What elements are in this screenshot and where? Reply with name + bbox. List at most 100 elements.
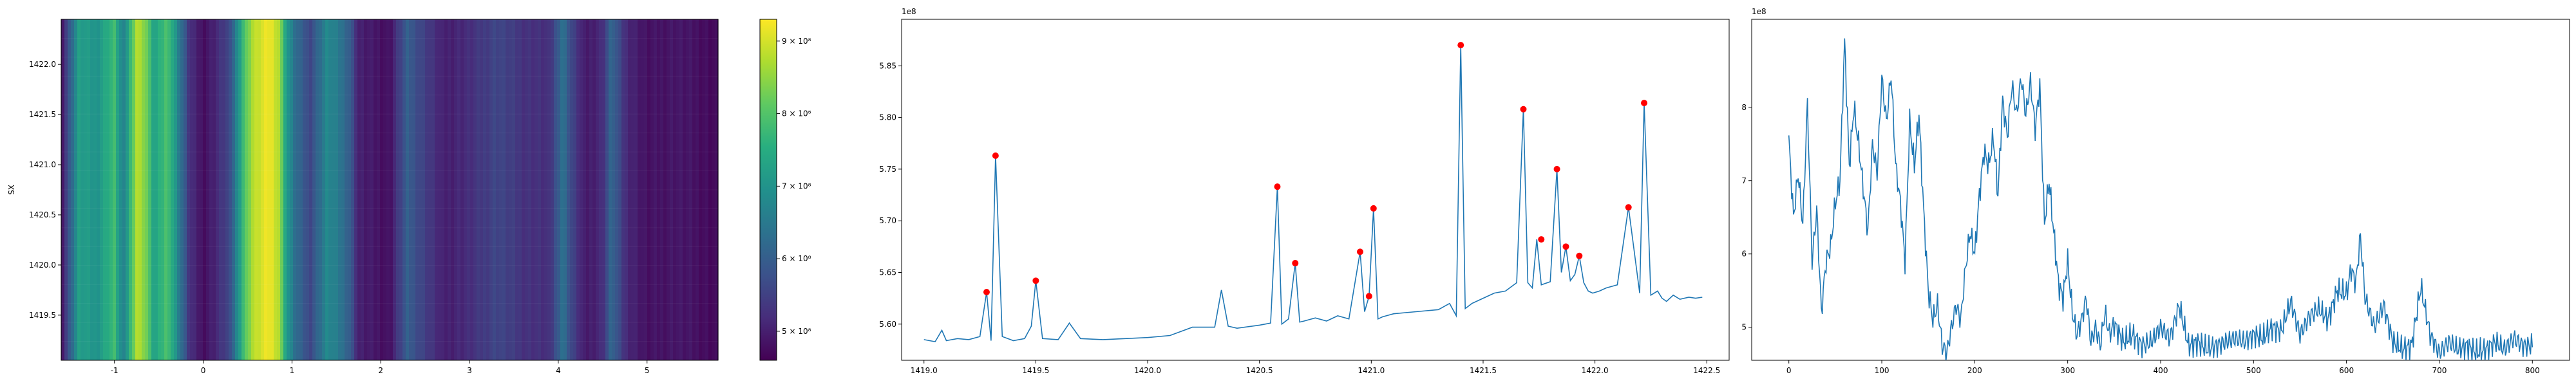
heatmap-column <box>319 19 323 360</box>
heatmap-x-tick-label: 2 <box>378 366 383 375</box>
heatmap-column <box>338 19 342 360</box>
peak-marker <box>992 152 999 159</box>
heatmap-column <box>328 19 332 360</box>
heatmap-column <box>145 19 149 360</box>
heatmap-column <box>576 19 580 360</box>
series-axes-frame <box>1751 19 2570 361</box>
heatmap-column <box>325 19 329 360</box>
peaks-y-tick-label: 5.75 <box>879 165 896 174</box>
heatmap-column <box>116 19 120 360</box>
heatmap-y-tick-label: 1420.5 <box>29 210 56 219</box>
heatmap-column <box>451 19 455 360</box>
heatmap-column <box>435 19 439 360</box>
heatmap-column <box>161 19 165 360</box>
heatmap-column <box>348 19 352 360</box>
heatmap-column <box>354 19 358 360</box>
peak-marker <box>1457 42 1464 49</box>
heatmap-column <box>235 19 239 360</box>
heatmap-column <box>164 19 168 360</box>
heatmap-column <box>512 19 516 360</box>
heatmap-column <box>71 19 75 360</box>
heatmap-column <box>399 19 403 360</box>
heatmap-column <box>206 19 210 360</box>
heatmap-column <box>242 19 245 360</box>
heatmap-column <box>660 19 664 360</box>
heatmap-column <box>251 19 255 360</box>
series-line <box>1788 38 2533 360</box>
series-x-ticks: 0 100 200 300 400 500 600 700 800 <box>1786 360 2540 375</box>
heatmap-y-tick-label: 1421.5 <box>29 110 56 119</box>
series-x-tick-label: 0 <box>1786 366 1792 375</box>
colorbar-tick-label: 9 × 10⁸ <box>782 37 811 46</box>
heatmap-column <box>129 19 133 360</box>
heatmap-column <box>77 19 81 360</box>
heatmap-column <box>190 19 194 360</box>
heatmap-column <box>522 19 526 360</box>
heatmap-cells <box>61 19 719 360</box>
heatmap-column <box>142 19 146 360</box>
peaks-x-tick-label: 1422.0 <box>1582 366 1609 375</box>
heatmap-column <box>596 19 600 360</box>
peaks-x-tick-label: 1420.0 <box>1134 366 1161 375</box>
heatmap-column <box>467 19 471 360</box>
heatmap-column <box>322 19 326 360</box>
heatmap-column <box>245 19 249 360</box>
heatmap-column <box>90 19 94 360</box>
peak-marker <box>1625 204 1632 211</box>
heatmap-y-tick-label: 1420.0 <box>29 261 56 270</box>
heatmap-column <box>692 19 696 360</box>
heatmap-column <box>531 19 535 360</box>
heatmap-column <box>364 19 368 360</box>
heatmap-column <box>702 19 706 360</box>
heatmap-x-tick-label: 4 <box>556 366 561 375</box>
heatmap-column <box>715 19 719 360</box>
heatmap-column <box>496 19 500 360</box>
series-x-tick-label: 100 <box>1875 366 1889 375</box>
peak-marker <box>1356 248 1363 255</box>
peak-marker <box>1365 293 1372 300</box>
peaks-y-tick-label: 5.70 <box>879 216 896 225</box>
heatmap-column <box>502 19 506 360</box>
heatmap-column <box>696 19 699 360</box>
heatmap-column <box>457 19 461 360</box>
heatmap-column <box>303 19 307 360</box>
heatmap-column <box>174 19 178 360</box>
series-scale-label: 1e8 <box>1752 7 1766 16</box>
heatmap-column <box>689 19 693 360</box>
heatmap-column <box>570 19 574 360</box>
heatmap-column <box>261 19 265 360</box>
heatmap-column <box>126 19 129 360</box>
peaks-y-tick-label: 5.60 <box>879 320 896 329</box>
heatmap-column <box>290 19 294 360</box>
heatmap-column <box>676 19 680 360</box>
heatmap-column <box>370 19 374 360</box>
heatmap-column <box>393 19 397 360</box>
heatmap-column <box>599 19 603 360</box>
peaks-y-tick-label: 5.85 <box>879 61 896 70</box>
heatmap-column <box>158 19 162 360</box>
heatmap-column <box>109 19 113 360</box>
heatmap-column <box>103 19 107 360</box>
heatmap-y-label: SX <box>7 185 16 195</box>
heatmap-column <box>119 19 123 360</box>
heatmap-column <box>216 19 220 360</box>
heatmap-column <box>93 19 97 360</box>
heatmap-column <box>361 19 365 360</box>
heatmap-column <box>248 19 252 360</box>
peaks-axes-frame <box>901 19 1730 361</box>
heatmap-column <box>406 19 410 360</box>
heatmap-column <box>135 19 139 360</box>
heatmap-column <box>390 19 393 360</box>
heatmap-column <box>589 19 593 360</box>
heatmap-column <box>187 19 191 360</box>
heatmap-column <box>415 19 419 360</box>
heatmap-column <box>280 19 284 360</box>
heatmap-y-tick-label: 1422.0 <box>29 60 56 69</box>
heatmap-column <box>705 19 709 360</box>
heatmap-column <box>428 19 432 360</box>
heatmap-column <box>509 19 513 360</box>
heatmap-column <box>380 19 384 360</box>
series-y-tick-label: 7 <box>1741 176 1747 185</box>
heatmap-column <box>673 19 677 360</box>
heatmap-column <box>106 19 110 360</box>
